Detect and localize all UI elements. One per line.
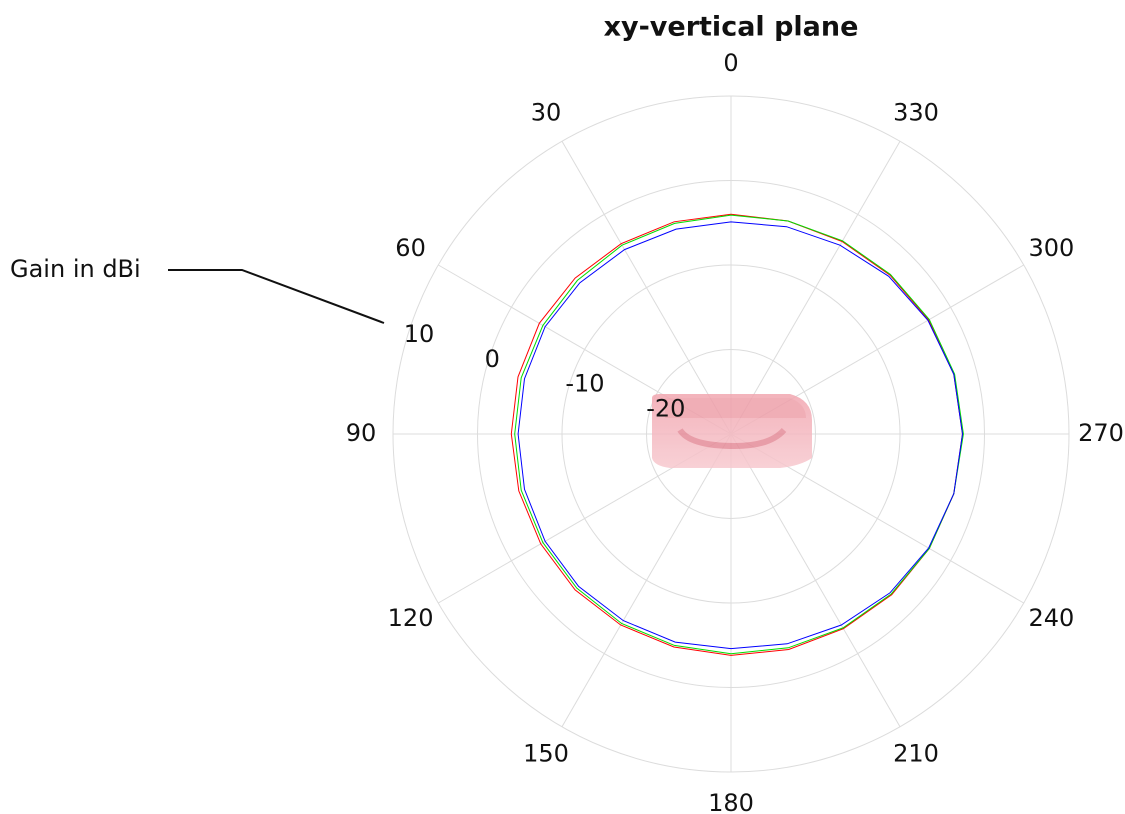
r-tick-label: -10 bbox=[565, 370, 604, 398]
theta-tick-label: 150 bbox=[523, 739, 569, 767]
theta-tick-label: 120 bbox=[388, 604, 434, 632]
series-line bbox=[517, 221, 964, 650]
grid-spoke bbox=[730, 141, 901, 435]
r-tick-label: 10 bbox=[404, 320, 435, 348]
plot-area bbox=[510, 213, 964, 656]
grid-spoke bbox=[730, 433, 901, 727]
chart-title: xy-vertical plane bbox=[604, 12, 859, 43]
theta-tick-label: 300 bbox=[1029, 234, 1075, 262]
series-line bbox=[514, 214, 964, 655]
theta-tick-label: 330 bbox=[893, 99, 939, 127]
annotation: Gain in dBi bbox=[10, 255, 141, 283]
theta-tick-label: 240 bbox=[1029, 604, 1075, 632]
annotation-line bbox=[168, 269, 385, 324]
theta-tick-label: 180 bbox=[708, 789, 754, 814]
theta-tick-label: 60 bbox=[395, 234, 426, 262]
device-image bbox=[652, 394, 812, 468]
grid-spoke bbox=[561, 433, 732, 727]
theta-tick-label: 90 bbox=[346, 419, 377, 447]
r-tick-label: -20 bbox=[646, 394, 685, 422]
r-tick-label: 0 bbox=[485, 345, 500, 373]
grid-spoke bbox=[561, 141, 732, 435]
theta-tick-label: 0 bbox=[723, 49, 738, 77]
theta-tick-label: 210 bbox=[893, 739, 939, 767]
series-line bbox=[510, 213, 964, 656]
theta-tick-label: 270 bbox=[1078, 419, 1124, 447]
theta-tick-label: 30 bbox=[531, 99, 562, 127]
